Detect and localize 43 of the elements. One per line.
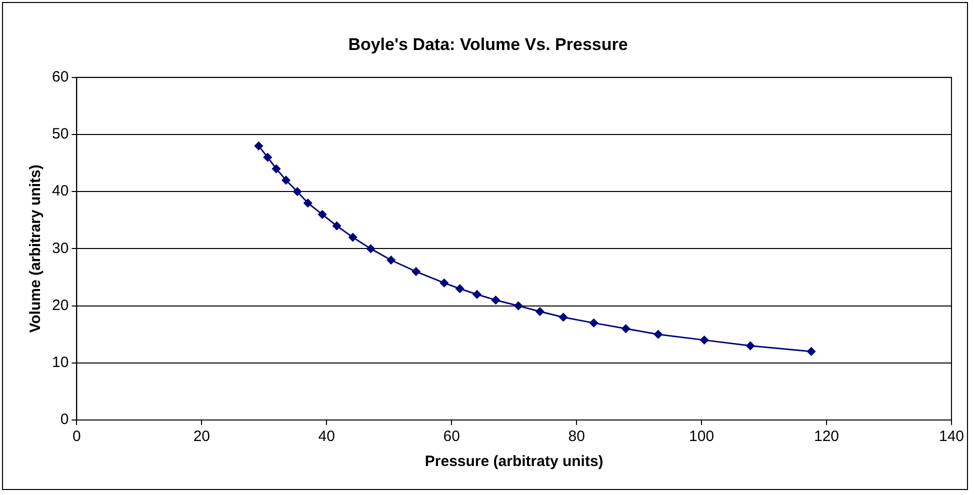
point: [440, 278, 448, 288]
x-tick-label: 40: [318, 428, 335, 446]
x-axis-title: Pressure (arbitraty units): [424, 453, 604, 470]
y-tick-label: 50: [52, 126, 69, 143]
point: [348, 233, 358, 242]
point: [282, 176, 290, 184]
point: [807, 347, 816, 356]
point: [412, 267, 420, 276]
point: [304, 198, 312, 208]
point: [254, 142, 263, 150]
point: [472, 290, 482, 299]
point: [293, 187, 302, 196]
point: [700, 336, 709, 344]
y-tick-label: 30: [52, 240, 69, 257]
x-tick-label: 20: [193, 428, 210, 446]
y-tick-label: 40: [52, 182, 69, 200]
point: [272, 164, 280, 174]
point: [536, 307, 544, 316]
y-axis-title: Volume (arbitrary units): [27, 164, 44, 333]
chart-title: Boyle's Data: Volume Vs. Pressure: [348, 34, 628, 54]
point: [746, 342, 755, 350]
point: [263, 153, 272, 162]
y-tick-label: 0: [60, 411, 69, 428]
x-tick-label: 140: [938, 428, 964, 446]
y-tick-label: 10: [52, 354, 69, 372]
point: [514, 302, 523, 310]
point: [318, 210, 327, 219]
y-tick-label: 60: [52, 68, 69, 86]
point: [332, 222, 342, 230]
point: [654, 330, 662, 339]
x-tick-label: 60: [443, 428, 460, 446]
x-tick-label: 120: [814, 428, 840, 446]
point: [456, 284, 464, 293]
point: [366, 244, 376, 253]
x-tick-label: 0: [72, 428, 81, 446]
x-tick-label: 100: [689, 428, 714, 446]
point: [590, 318, 598, 328]
point: [386, 256, 396, 264]
x-tick-label: 80: [568, 428, 585, 446]
point: [622, 324, 630, 333]
point: [559, 312, 568, 322]
point: [491, 296, 500, 304]
y-tick-label: 20: [52, 296, 69, 314]
